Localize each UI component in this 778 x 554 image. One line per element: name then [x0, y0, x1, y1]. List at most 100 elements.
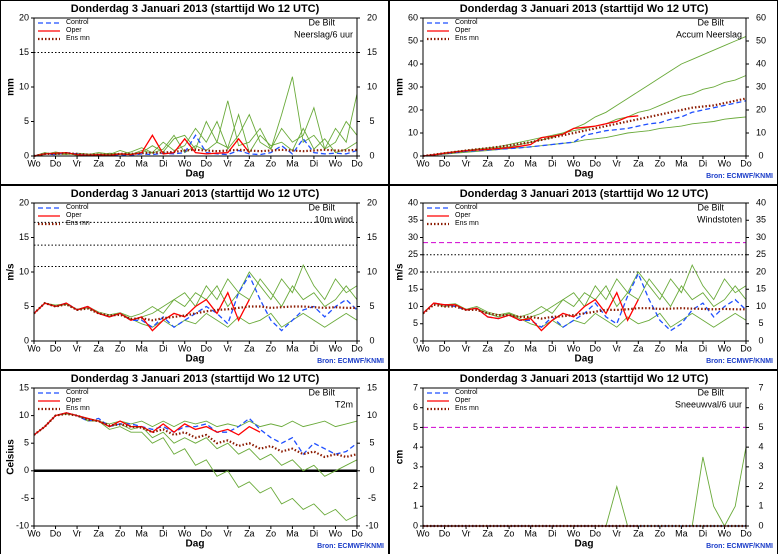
y-tick-label: 0 [24, 335, 29, 345]
x-tick-label: Do [740, 158, 752, 168]
x-tick-label: Do [590, 343, 602, 353]
y2-tick-label: 15 [367, 47, 377, 57]
variable-label: T2m [335, 399, 353, 409]
x-tick-label: Wo [329, 528, 342, 538]
variable-label: Neerslag/6 uur [294, 29, 353, 39]
x-tick-label: Ma [286, 343, 299, 353]
x-tick-label: Za [244, 343, 255, 353]
legend-label: Control [66, 19, 89, 26]
source: Bron: ECMWF/KNMI [706, 358, 773, 365]
x-tick-label: Zo [115, 158, 126, 168]
y-tick-label: 7 [413, 382, 418, 392]
y-tick-label: 5 [413, 422, 418, 432]
x-tick-label: Vr [73, 528, 82, 538]
series-line [33, 412, 358, 459]
series-line [422, 303, 746, 320]
y-tick-label: 5 [24, 438, 29, 448]
x-tick-label: Wo [718, 343, 731, 353]
y-tick-label: 0 [413, 335, 418, 345]
y-tick-label: 50 [408, 35, 418, 45]
x-tick-label: Za [244, 158, 255, 168]
x-tick-label: Zo [655, 343, 666, 353]
y2-tick-label: 30 [756, 232, 766, 242]
chart-title: Donderdag 3 Januari 2013 (starttijd Wo 1… [460, 188, 709, 200]
x-tick-label: Zo [504, 158, 515, 168]
y-tick-label: 10 [19, 81, 29, 91]
y2-tick-label: 15 [367, 382, 377, 392]
legend-label: Oper [66, 212, 82, 219]
y2-tick-label: 4 [758, 442, 763, 452]
y-tick-label: 5 [413, 318, 418, 328]
x-tick-label: Wo [329, 343, 342, 353]
source: Bron: ECMWF/KNMI [317, 358, 384, 365]
y-tick-label: 4 [413, 442, 418, 452]
x-tick-label: Do [351, 158, 363, 168]
x-tick-label: Wo [27, 343, 40, 353]
y-axis-label: Celsius [6, 439, 17, 475]
series-line [422, 97, 747, 158]
y2-tick-label: 5 [369, 301, 374, 311]
x-tick-label: Za [244, 528, 255, 538]
panel-frame [0, 0, 389, 185]
y-tick-label: 15 [19, 47, 29, 57]
legend-label: Oper [455, 27, 471, 34]
x-tick-label: Di [310, 343, 319, 353]
variable-label: Windstoten [697, 214, 742, 224]
x-tick-label: Wo [416, 343, 429, 353]
x-tick-label: Ma [675, 158, 688, 168]
y2-tick-label: 20 [756, 266, 766, 276]
x-tick-label: Di [310, 528, 319, 538]
y2-tick-label: -10 [365, 520, 378, 530]
x-tick-label: Vr [223, 158, 232, 168]
x-tick-label: Ma [675, 528, 688, 538]
y2-tick-label: 5 [369, 438, 374, 448]
y-tick-label: 20 [19, 197, 29, 207]
x-tick-label: Do [50, 158, 62, 168]
series-line [422, 272, 747, 332]
x-tick-label: Zo [504, 528, 515, 538]
y-tick-label: -5 [21, 493, 29, 503]
y2-tick-label: 0 [369, 335, 374, 345]
x-tick-label: Za [93, 158, 104, 168]
x-tick-label: Wo [416, 528, 429, 538]
x-tick-label: Ma [286, 158, 299, 168]
y2-tick-label: 35 [756, 215, 766, 225]
y-tick-label: 10 [19, 410, 29, 420]
legend-label: Ens mn [66, 35, 90, 42]
y2-tick-label: 30 [756, 81, 766, 91]
legend-label: Ens mn [66, 405, 90, 412]
y-tick-label: 5 [24, 301, 29, 311]
x-tick-label: Do [590, 528, 602, 538]
x-tick-label: Wo [567, 528, 580, 538]
x-tick-label: Zo [266, 158, 277, 168]
plot-frame [422, 202, 747, 342]
location: De Bilt [697, 17, 724, 27]
legend-label: Control [455, 19, 478, 26]
y2-tick-label: 0 [369, 465, 374, 475]
y-tick-label: 30 [408, 232, 418, 242]
x-tick-label: Do [740, 528, 752, 538]
x-tick-label: Do [201, 528, 213, 538]
chart-title: Donderdag 3 Januari 2013 (starttijd Wo 1… [71, 3, 320, 15]
x-tick-label: Di [548, 528, 557, 538]
x-tick-label: Zo [115, 528, 126, 538]
x-tick-label: Zo [266, 528, 277, 538]
x-tick-label: Vr [612, 343, 621, 353]
y-tick-label: 30 [408, 81, 418, 91]
x-tick-label: Za [93, 343, 104, 353]
panel-frame [389, 185, 778, 370]
legend-label: Control [455, 389, 478, 396]
x-tick-label: Di [159, 158, 168, 168]
y-tick-label: 15 [19, 382, 29, 392]
y-tick-label: 0 [24, 150, 29, 160]
y2-tick-label: 0 [758, 335, 763, 345]
y-tick-label: 6 [413, 402, 418, 412]
x-tick-label: Di [548, 343, 557, 353]
legend-label: Oper [66, 27, 82, 34]
y2-tick-label: 60 [756, 12, 766, 22]
y-tick-label: 5 [24, 116, 29, 126]
series-line [33, 291, 250, 332]
legend-label: Control [66, 204, 89, 211]
plot-frame [33, 202, 358, 342]
